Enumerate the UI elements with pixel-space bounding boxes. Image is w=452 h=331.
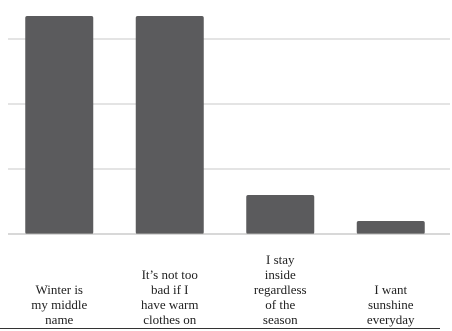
bars — [25, 16, 425, 234]
bar-0 — [25, 16, 94, 234]
bar-1 — [135, 16, 204, 234]
bar-3 — [356, 221, 425, 234]
category-label-winter: Winter is my middle name — [31, 282, 88, 327]
bar-2 — [246, 195, 315, 234]
category-label-warm-clothes: It’s not too bad if I have warm clothes … — [141, 267, 199, 327]
bottom-rule — [0, 328, 440, 329]
category-label-sunshine: I want sunshine everyday — [366, 282, 415, 327]
category-label-stay-inside: I stay inside regardless of the season — [253, 252, 307, 327]
